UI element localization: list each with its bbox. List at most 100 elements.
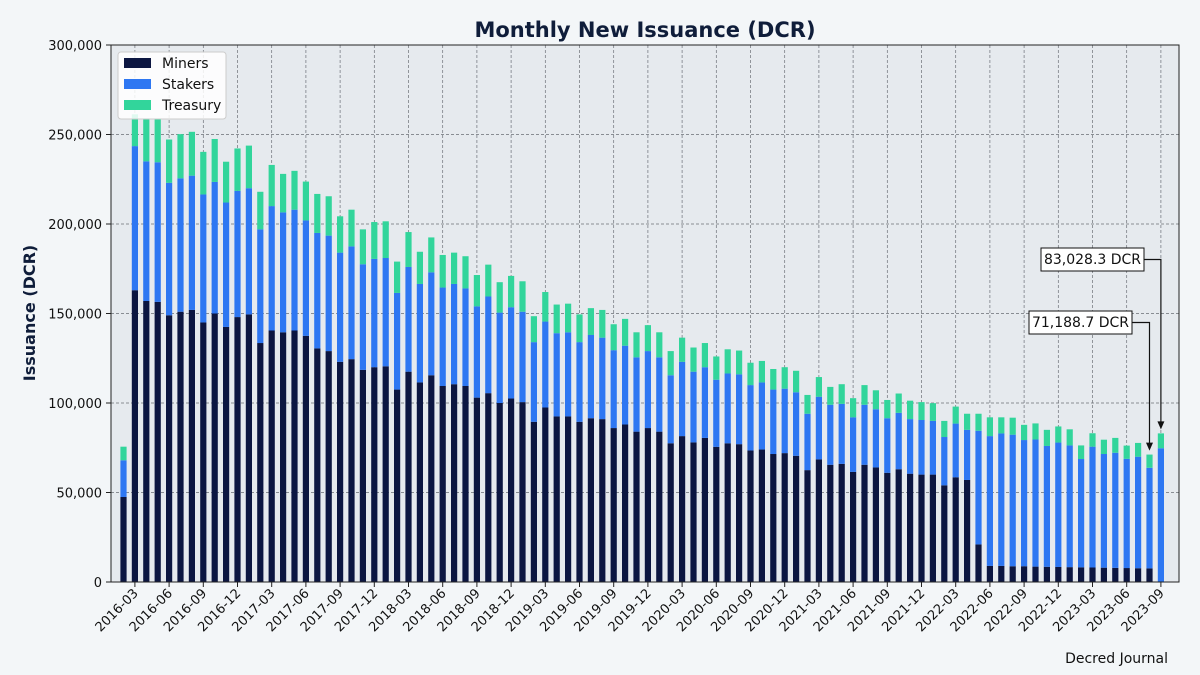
bar-miners-2021-05 [838, 463, 845, 582]
bar-treasury-2022-03 [952, 406, 959, 424]
bar-stakers-2016-04 [143, 161, 150, 301]
bar-miners-2019-03 [542, 407, 549, 582]
bar-stakers-2017-06 [302, 220, 309, 336]
bars [120, 114, 1164, 583]
bar-stakers-2023-05 [1112, 452, 1119, 568]
bar-treasury-2019-09 [610, 324, 617, 351]
bar-stakers-2023-09 [1157, 448, 1164, 582]
bar-treasury-2021-02 [804, 394, 811, 414]
bar-treasury-2017-04 [280, 173, 287, 213]
bar-treasury-2019-06 [576, 314, 583, 343]
bar-miners-2018-06 [439, 386, 446, 582]
bar-stakers-2017-10 [348, 246, 355, 360]
bar-treasury-2020-02 [667, 351, 674, 376]
bar-stakers-2017-01 [245, 188, 252, 315]
bar-treasury-2020-08 [736, 350, 743, 375]
bar-stakers-2021-09 [884, 418, 891, 473]
bar-treasury-2016-05 [154, 119, 161, 163]
bar-miners-2020-05 [701, 437, 708, 582]
bar-stakers-2016-08 [188, 175, 195, 310]
bar-treasury-2018-08 [462, 256, 469, 289]
bar-treasury-2020-07 [724, 349, 731, 374]
annotation-arrow-head [1146, 442, 1153, 451]
bar-miners-2020-02 [667, 443, 674, 582]
bar-stakers-2023-04 [1100, 454, 1107, 568]
bar-treasury-2017-10 [348, 209, 355, 247]
bar-stakers-2020-05 [701, 367, 708, 438]
bar-stakers-2018-11 [496, 312, 503, 403]
bar-stakers-2016-03 [131, 146, 138, 291]
bar-stakers-2019-10 [622, 345, 629, 425]
legend-label-miners: Miners [162, 56, 209, 72]
bar-miners-2018-08 [462, 386, 469, 582]
bar-miners-2018-03 [405, 371, 412, 582]
bar-stakers-2017-11 [359, 264, 366, 370]
bar-treasury-2020-06 [713, 356, 720, 380]
bar-miners-2017-12 [371, 367, 378, 582]
bar-treasury-2017-01 [245, 145, 252, 189]
bar-stakers-2016-05 [154, 162, 161, 302]
bar-treasury-2022-05 [975, 413, 982, 431]
bar-stakers-2017-07 [314, 232, 321, 349]
bar-treasury-2021-07 [861, 385, 868, 405]
bar-stakers-2016-09 [200, 194, 207, 323]
bar-stakers-2021-06 [850, 417, 857, 472]
bar-miners-2016-03 [131, 290, 138, 582]
y-axis: 0 50,000 100,000 150,000 200,000 250,000 300,0… [48, 39, 111, 591]
bar-stakers-2017-08 [325, 235, 332, 352]
bar-miners-2019-12 [644, 428, 651, 582]
bar-miners-2019-01 [519, 402, 526, 582]
bar-treasury-2017-09 [337, 216, 344, 253]
bar-miners-2023-04 [1100, 567, 1107, 582]
bar-treasury-2022-09 [1021, 424, 1028, 441]
bar-treasury-2022-12 [1055, 426, 1062, 443]
bar-treasury-2023-09 [1157, 433, 1164, 449]
y-tick-label: 100,000 [48, 397, 102, 412]
annotations: 83,028.3 DCR 71,188.7 DCR [1028, 247, 1165, 451]
bar-treasury-2021-11 [907, 400, 914, 420]
bar-stakers-2022-02 [941, 437, 948, 486]
bar-treasury-2020-09 [747, 362, 754, 386]
bar-miners-2017-06 [302, 335, 309, 583]
bar-miners-2016-12 [234, 317, 241, 582]
bar-stakers-2020-11 [770, 389, 777, 455]
bar-miners-2019-04 [553, 416, 560, 582]
bar-treasury-2017-08 [325, 196, 332, 236]
y-tick-label: 200,000 [48, 218, 102, 233]
bar-treasury-2016-04 [143, 118, 150, 162]
bar-miners-2016-07 [177, 311, 184, 582]
bar-treasury-2018-11 [496, 282, 503, 313]
bar-stakers-2021-12 [918, 420, 925, 475]
bar-miners-2019-08 [599, 419, 606, 582]
bar-stakers-2022-12 [1055, 442, 1062, 567]
bar-miners-2016-11 [223, 326, 230, 582]
bar-miners-2021-08 [872, 467, 879, 582]
bar-treasury-2017-11 [359, 229, 366, 265]
bar-treasury-2016-11 [223, 161, 230, 203]
annotation-label: 83,028.3 DCR [1044, 252, 1141, 268]
bar-miners-2021-09 [884, 472, 891, 582]
bar-miners-2018-11 [496, 403, 503, 582]
bar-miners-2019-10 [622, 424, 629, 582]
bar-miners-2022-12 [1055, 566, 1062, 582]
bar-treasury-2018-01 [382, 221, 389, 258]
bar-treasury-2016-10 [211, 138, 218, 182]
bar-miners-2022-07 [998, 565, 1005, 582]
bar-treasury-2023-01 [1066, 429, 1073, 446]
bar-treasury-2018-06 [439, 254, 446, 288]
bar-miners-2016-10 [211, 313, 218, 582]
bar-stakers-2023-03 [1089, 446, 1096, 568]
bar-miners-2022-08 [1009, 566, 1016, 582]
bar-treasury-2023-08 [1146, 454, 1153, 468]
bar-miners-2021-03 [815, 459, 822, 582]
bar-stakers-2016-06 [166, 182, 173, 316]
bar-treasury-2016-03 [131, 114, 138, 147]
bar-stakers-2019-09 [610, 350, 617, 429]
bar-treasury-2018-03 [405, 232, 412, 267]
bar-stakers-2019-01 [519, 311, 526, 403]
bar-stakers-2016-12 [234, 190, 241, 318]
bar-treasury-2022-08 [1009, 417, 1016, 435]
legend-label-treasury: Treasury [161, 98, 221, 114]
bar-miners-2016-02 [120, 496, 127, 582]
bar-treasury-2021-08 [872, 390, 879, 410]
